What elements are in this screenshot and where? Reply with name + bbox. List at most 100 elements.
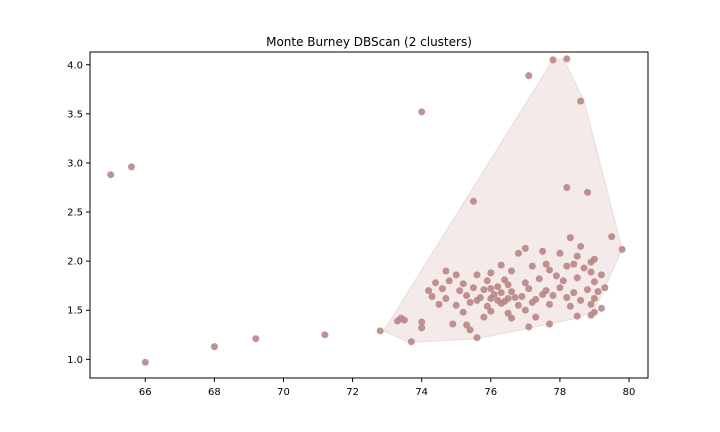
data-point (556, 249, 564, 257)
data-point (532, 313, 540, 321)
data-point (418, 324, 426, 332)
plot-frame (89, 51, 649, 379)
data-point (597, 271, 605, 279)
data-point (459, 308, 467, 316)
y-tick-label: 2.0 (67, 257, 83, 268)
data-point (456, 287, 464, 295)
data-point (590, 278, 598, 286)
data-point (504, 309, 512, 317)
data-point (473, 271, 481, 279)
data-point (570, 260, 578, 268)
data-point (566, 234, 574, 242)
data-point (470, 284, 477, 292)
data-point (210, 343, 218, 351)
data-point (594, 288, 602, 296)
data-point (442, 267, 450, 275)
data-point (580, 264, 588, 272)
data-point (497, 289, 505, 297)
x-tick-label: 70 (277, 387, 290, 398)
x-tick-label: 78 (554, 387, 567, 398)
data-point (487, 307, 495, 315)
data-point (483, 302, 491, 310)
data-point (539, 291, 547, 298)
data-point (508, 267, 515, 275)
data-point (559, 277, 567, 285)
data-point (577, 97, 585, 105)
x-tick-label: 66 (139, 387, 152, 398)
data-point (438, 285, 446, 293)
x-tick-label: 80 (623, 387, 636, 398)
points-layer (107, 55, 626, 366)
data-point (587, 300, 595, 308)
data-point (452, 271, 460, 279)
data-point (563, 262, 571, 270)
data-point (487, 269, 495, 277)
data-point (435, 300, 443, 308)
data-point (518, 293, 526, 300)
data-point (546, 320, 553, 328)
y-tick-label: 1.0 (67, 355, 83, 366)
data-point (514, 301, 522, 309)
data-point (584, 188, 591, 196)
data-point (470, 197, 477, 205)
data-point (511, 294, 519, 301)
data-point (573, 274, 581, 282)
data-point (528, 262, 536, 270)
data-point (501, 276, 509, 284)
data-point (425, 287, 433, 295)
data-point (418, 318, 426, 326)
x-axis: 66 68 70 72 74 76 78 80 (139, 378, 635, 398)
data-point (525, 72, 533, 80)
y-tick-label: 1.5 (67, 306, 83, 317)
data-point (573, 252, 581, 260)
data-point (442, 295, 450, 302)
data-point (321, 331, 329, 339)
data-point (107, 171, 115, 179)
data-point (252, 335, 260, 343)
data-point (432, 279, 439, 287)
data-point (494, 296, 502, 304)
data-point (463, 321, 471, 329)
data-point (466, 326, 474, 334)
data-point (418, 108, 426, 116)
data-point (473, 334, 481, 342)
data-point (525, 323, 533, 331)
data-point (584, 286, 591, 294)
data-point (549, 56, 557, 64)
data-point (483, 277, 491, 285)
y-tick-label: 2.5 (67, 208, 83, 219)
data-point (452, 301, 460, 309)
x-tick-label: 72 (346, 387, 359, 398)
data-point (608, 233, 616, 241)
data-point (514, 249, 522, 257)
data-point (445, 277, 453, 285)
data-point (521, 306, 529, 314)
data-point (480, 286, 488, 294)
data-point (487, 295, 495, 302)
data-point (466, 298, 474, 306)
y-tick-label: 4.0 (67, 60, 83, 71)
data-point (407, 338, 415, 346)
data-point (494, 283, 502, 291)
data-point (601, 284, 609, 292)
data-point (463, 292, 471, 299)
data-point (556, 284, 564, 292)
data-point (449, 320, 457, 328)
data-point (590, 308, 598, 316)
data-point (128, 163, 135, 171)
data-point (508, 288, 515, 296)
data-point (546, 300, 553, 308)
data-point (535, 275, 543, 283)
y-tick-label: 3.0 (67, 158, 83, 169)
data-point (521, 279, 529, 287)
data-point (590, 295, 598, 302)
data-point (525, 285, 533, 293)
data-point (563, 55, 571, 63)
chart-title: Monte Burney DBScan (2 clusters) (266, 35, 472, 49)
data-point (563, 294, 571, 301)
data-point (501, 297, 509, 305)
data-point (487, 285, 495, 293)
data-point (141, 358, 149, 366)
data-point (570, 289, 578, 297)
data-point (473, 296, 481, 304)
